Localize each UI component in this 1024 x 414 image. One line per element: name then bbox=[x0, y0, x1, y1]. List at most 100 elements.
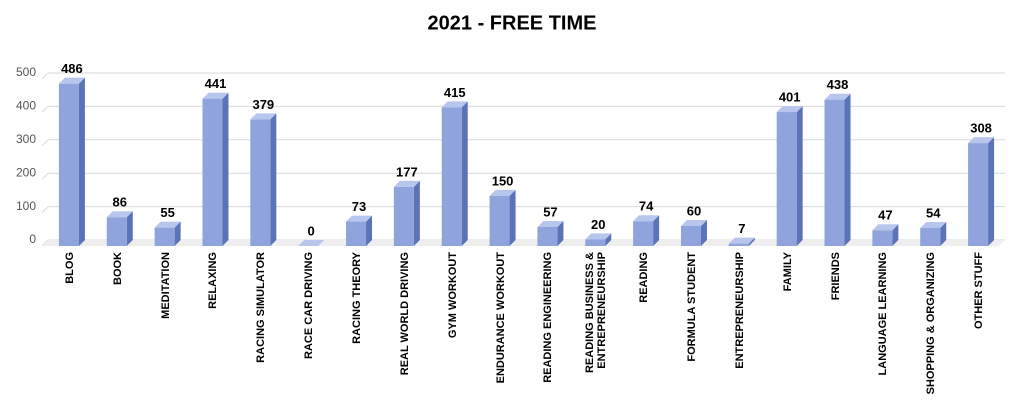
value-label: 7 bbox=[738, 221, 745, 236]
x-tick-label: BOOK bbox=[111, 252, 124, 285]
bar-side bbox=[844, 93, 851, 246]
value-label: 20 bbox=[591, 217, 605, 232]
bar-top bbox=[202, 92, 229, 99]
bar-top bbox=[154, 221, 181, 228]
bar-top bbox=[106, 211, 133, 218]
y-tick-label: 500 bbox=[16, 65, 36, 79]
bar-side bbox=[126, 211, 133, 246]
value-label: 486 bbox=[61, 61, 83, 76]
bar-top bbox=[968, 137, 995, 144]
grid-line-depth bbox=[41, 139, 49, 147]
bar-top bbox=[58, 77, 85, 84]
y-tick-label: 400 bbox=[16, 99, 36, 113]
x-tick-label: REAL WORLD DRIVING bbox=[398, 252, 411, 376]
bar-side bbox=[78, 77, 85, 247]
bar-top bbox=[680, 219, 707, 226]
bar bbox=[58, 83, 79, 247]
value-label: 57 bbox=[543, 204, 557, 219]
bar-top bbox=[585, 233, 612, 240]
bar-side bbox=[892, 224, 899, 246]
x-tick-label: READING ENGINEERING bbox=[542, 252, 555, 383]
bar-top bbox=[633, 215, 660, 222]
bar-side bbox=[509, 189, 516, 246]
y-tick-label: 0 bbox=[29, 232, 36, 246]
bar bbox=[202, 98, 223, 247]
value-label: 308 bbox=[970, 121, 992, 136]
bar-side bbox=[222, 92, 229, 247]
bar-side bbox=[653, 215, 660, 246]
bar-top bbox=[346, 215, 373, 222]
grid-line-depth bbox=[41, 72, 49, 80]
x-tick-label: RELAXING bbox=[207, 252, 220, 309]
x-tick-label: FAMILY bbox=[781, 252, 794, 292]
bar-side bbox=[796, 106, 803, 246]
bar-top bbox=[537, 220, 564, 227]
value-label: 74 bbox=[639, 199, 654, 214]
chart-title: 2021 - FREE TIME bbox=[428, 12, 597, 34]
bar bbox=[250, 119, 271, 246]
x-tick-label: BLOG bbox=[63, 252, 76, 284]
bar-side bbox=[557, 220, 564, 246]
bar-top bbox=[920, 221, 947, 228]
bar-side bbox=[748, 237, 755, 246]
grid-line-depth bbox=[41, 172, 49, 180]
x-tick-label: RACING SIMULATOR bbox=[255, 252, 268, 363]
bar-side bbox=[270, 113, 277, 246]
bar bbox=[968, 143, 989, 246]
value-label: 379 bbox=[252, 97, 274, 112]
y-tick-label: 300 bbox=[16, 132, 36, 146]
bar-side bbox=[413, 180, 420, 246]
bar-top bbox=[872, 224, 899, 231]
x-tick-label: RACE CAR DRIVING bbox=[303, 252, 316, 359]
x-tick-label: READING bbox=[638, 252, 651, 303]
bar bbox=[585, 239, 606, 246]
x-tick-label: FORMULA STUDENT bbox=[685, 252, 698, 362]
bar-top bbox=[489, 189, 516, 196]
bar-top bbox=[824, 93, 851, 100]
bar-side bbox=[700, 219, 707, 246]
bar-top bbox=[393, 180, 420, 187]
bar bbox=[920, 227, 941, 246]
value-label: 60 bbox=[687, 203, 701, 218]
x-tick-label: LANGUAGE LEARNING bbox=[877, 252, 890, 376]
bar-top bbox=[250, 113, 277, 120]
value-label: 47 bbox=[878, 208, 892, 223]
bar bbox=[441, 107, 462, 246]
bar bbox=[346, 221, 367, 246]
x-tick-label: GYM WORKOUT bbox=[446, 252, 459, 339]
value-label: 438 bbox=[827, 77, 849, 92]
x-tick-label: RACING THEORY bbox=[351, 252, 364, 344]
x-tick-label: ENDURANCE WORKOUT bbox=[494, 252, 507, 384]
bar bbox=[680, 225, 701, 246]
bar-top bbox=[776, 106, 803, 113]
bar bbox=[489, 195, 510, 246]
floor bbox=[42, 240, 1005, 246]
value-label: 415 bbox=[444, 85, 466, 100]
value-label: 73 bbox=[352, 199, 366, 214]
x-tick-label: SHOPPING & ORGANIZING bbox=[925, 252, 938, 395]
value-label: 86 bbox=[113, 195, 127, 210]
bar bbox=[154, 227, 175, 246]
bar-side bbox=[366, 215, 373, 246]
grid-line-depth bbox=[41, 206, 49, 213]
bar-side bbox=[174, 221, 181, 246]
value-label: 55 bbox=[160, 205, 174, 220]
bar bbox=[728, 243, 749, 246]
value-label: 401 bbox=[779, 90, 801, 105]
bar-top bbox=[298, 240, 325, 246]
bar-top bbox=[441, 101, 468, 108]
bar bbox=[872, 230, 893, 246]
bar-side bbox=[940, 221, 947, 246]
bar bbox=[537, 226, 558, 246]
value-label: 0 bbox=[308, 223, 315, 238]
bar bbox=[776, 112, 797, 246]
bar bbox=[633, 221, 654, 246]
y-tick-label: 100 bbox=[16, 199, 36, 213]
value-label: 150 bbox=[492, 173, 514, 188]
x-tick-label: READING BUSINESS & ENTREPRENEURSHIP bbox=[584, 252, 609, 374]
value-label: 177 bbox=[396, 164, 418, 179]
bar bbox=[824, 99, 845, 246]
grid-line-depth bbox=[41, 106, 49, 113]
